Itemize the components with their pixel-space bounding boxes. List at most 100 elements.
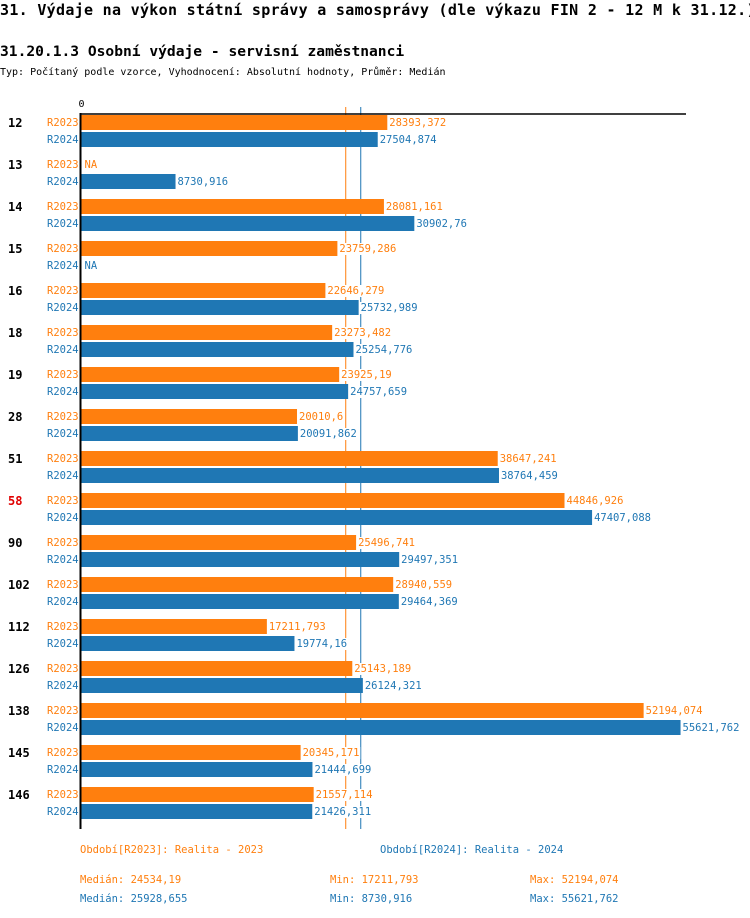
- value-label: 28393,372: [389, 117, 446, 129]
- value-label-bg: [378, 134, 438, 146]
- legend-r2024: Období[R2024]: Realita - 2024: [380, 844, 564, 856]
- bar-r2023: [81, 787, 314, 802]
- series-label: R2024: [47, 722, 79, 734]
- value-label-bg: [593, 512, 652, 524]
- value-label-bg: [353, 663, 412, 675]
- value-label-bg: [363, 680, 423, 692]
- value-label-bg: [354, 344, 414, 356]
- series-label: R2024: [47, 344, 79, 356]
- value-label-bg: [338, 243, 398, 255]
- value-label: 47407,088: [594, 512, 651, 524]
- value-label-bg: [313, 764, 373, 776]
- value-label: 44846,926: [567, 495, 624, 507]
- value-label: 30902,76: [416, 218, 467, 230]
- value-label: 25496,741: [358, 537, 415, 549]
- bar-r2024: [81, 510, 593, 525]
- series-label: R2024: [47, 512, 79, 524]
- bar-r2024: [81, 678, 363, 693]
- chart-subtitle: 31.20.1.3 Osobní výdaje - servisní zaměs…: [0, 43, 405, 60]
- stat-min-r2024: Min: 8730,916: [330, 893, 413, 905]
- series-label: R2023: [47, 411, 79, 423]
- value-label-bg: [176, 176, 229, 188]
- series-label: R2023: [47, 789, 79, 801]
- category-label: 51: [8, 452, 22, 466]
- value-label-bg: [357, 537, 416, 549]
- value-label-bg: [565, 495, 625, 507]
- series-label: R2024: [47, 176, 79, 188]
- bar-r2024: [81, 804, 313, 819]
- bar-r2023: [81, 745, 301, 760]
- category-label: 90: [8, 536, 22, 550]
- bar-r2023: [81, 577, 394, 592]
- value-label-bg: [399, 596, 459, 608]
- value-label: 23273,482: [334, 327, 391, 339]
- category-label: 18: [8, 326, 22, 340]
- value-label-bg: [298, 411, 345, 423]
- value-label: 29464,369: [401, 596, 458, 608]
- series-label: R2024: [47, 680, 79, 692]
- category-label: 12: [8, 116, 22, 130]
- stat-max-r2023: Max: 52194,074: [530, 874, 619, 886]
- bar-r2024: [81, 594, 399, 609]
- category-label: 19: [8, 368, 22, 382]
- series-label: R2023: [47, 453, 79, 465]
- series-label: R2023: [47, 663, 79, 675]
- category-label: 15: [8, 242, 22, 256]
- value-label-bg: [415, 218, 468, 230]
- value-label: 28940,559: [395, 579, 452, 591]
- value-label-bg: [267, 621, 327, 633]
- value-label: 55621,762: [683, 722, 740, 734]
- stat-min-r2023: Min: 17211,793: [330, 874, 419, 886]
- series-label: R2024: [47, 554, 79, 566]
- bar-r2023: [81, 283, 326, 298]
- value-label-bg: [340, 369, 393, 381]
- bar-r2023: [81, 535, 357, 550]
- bar-r2024: [81, 762, 313, 777]
- series-label: R2023: [47, 537, 79, 549]
- chart-info: Typ: Počítaný podle vzorce, Vyhodnocení:…: [0, 67, 446, 78]
- bar-r2023: [81, 325, 333, 340]
- category-label: 112: [8, 620, 30, 634]
- series-label: R2023: [47, 159, 79, 171]
- series-label: R2024: [47, 470, 79, 482]
- stat-median-r2023: Medián: 24534,19: [80, 874, 182, 886]
- value-label: NA: [85, 159, 98, 171]
- value-label: 28081,161: [386, 201, 443, 213]
- value-label: NA: [85, 260, 98, 272]
- value-label: 17211,793: [269, 621, 326, 633]
- bar-r2024: [81, 720, 681, 735]
- bar-r2023: [81, 619, 267, 634]
- bar-r2023: [81, 241, 338, 256]
- category-label: 28: [8, 410, 22, 424]
- series-label: R2024: [47, 764, 79, 776]
- value-label: 21557,114: [316, 789, 373, 801]
- value-label-bg: [326, 285, 386, 297]
- value-label: 20010,6: [299, 411, 343, 423]
- category-label: 16: [8, 284, 22, 298]
- value-label-bg: [301, 747, 361, 759]
- value-label-bg: [394, 579, 453, 591]
- value-label-bg: [644, 705, 704, 717]
- category-label: 126: [8, 662, 30, 676]
- value-label: 20345,171: [303, 747, 360, 759]
- bar-r2024: [81, 342, 354, 357]
- series-label: R2023: [47, 117, 79, 129]
- value-label: 38647,241: [500, 453, 557, 465]
- series-label: R2024: [47, 428, 79, 440]
- value-label-bg: [83, 159, 99, 171]
- category-label: 138: [8, 704, 30, 718]
- bar-r2024: [81, 216, 415, 231]
- value-label: 25143,189: [354, 663, 411, 675]
- bar-r2024: [81, 384, 349, 399]
- series-label: R2024: [47, 386, 79, 398]
- bar-r2024: [81, 426, 298, 441]
- value-label: 23925,19: [341, 369, 392, 381]
- value-label: 52194,074: [646, 705, 703, 717]
- series-label: R2023: [47, 621, 79, 633]
- value-label: 29497,351: [401, 554, 458, 566]
- value-label: 24757,659: [350, 386, 407, 398]
- bar-r2023: [81, 199, 384, 214]
- series-label: R2023: [47, 579, 79, 591]
- bar-r2024: [81, 174, 176, 189]
